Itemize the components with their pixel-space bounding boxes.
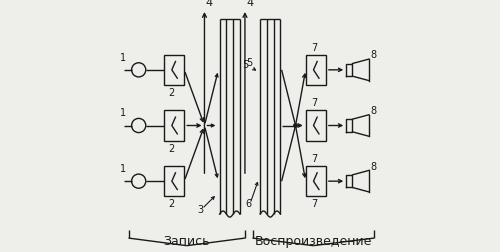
Text: Воспроизведение: Воспроизведение [254,234,372,247]
Bar [306,55,326,86]
Text: 7: 7 [310,153,317,163]
Text: 7: 7 [310,98,317,108]
Text: 5: 5 [246,57,252,68]
Text: 2: 2 [168,143,174,153]
Circle shape [294,124,298,128]
Bar [164,111,184,141]
Text: 1: 1 [120,52,126,62]
Text: 1: 1 [120,108,126,118]
Text: 1: 1 [120,163,126,173]
Text: 6: 6 [245,199,251,209]
Bar [164,55,184,86]
Text: 8: 8 [370,105,376,115]
Text: 4: 4 [206,0,213,8]
Bar [164,166,184,197]
Text: 3: 3 [197,204,203,214]
Bar [306,166,326,197]
Text: 7: 7 [310,42,317,52]
Text: 2: 2 [168,199,174,209]
Text: 2: 2 [168,88,174,98]
Text: 8: 8 [370,50,376,60]
Text: Запись: Запись [164,234,210,247]
Text: 7: 7 [310,199,317,209]
Text: 5: 5 [242,60,248,70]
Bar [306,111,326,141]
Text: 8: 8 [370,161,376,171]
Text: 4: 4 [246,0,254,8]
